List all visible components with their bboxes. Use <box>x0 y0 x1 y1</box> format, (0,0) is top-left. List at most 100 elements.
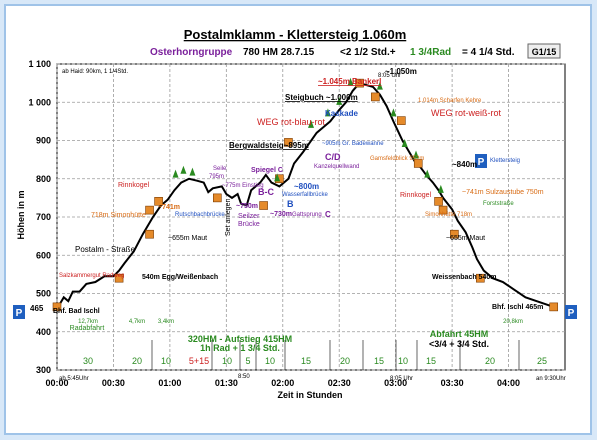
y-axis-title: Höhen in m <box>16 191 26 240</box>
waypoint-marker <box>434 197 443 206</box>
label-steigbuch: Steigbuch ~1.000m <box>285 93 358 102</box>
parking-icon <box>13 305 25 319</box>
x-tick-label: 01:00 <box>158 378 181 388</box>
waypoint-marker <box>145 205 154 215</box>
label-simonhuette-right: Simonhütte 718m <box>425 212 472 218</box>
label-kaskade: Kaskade <box>325 109 358 118</box>
point-label: 540m Egg/Weißenbach <box>142 274 218 281</box>
label-sulzaustube: ~741m Sulzaustube 750m <box>462 189 544 196</box>
label-aufstieg-1: 320HM - Aufstieg 415HM <box>188 334 292 344</box>
tree-icon <box>424 169 431 178</box>
point-label: ~655m Maut <box>446 235 485 242</box>
label-dist-47: 4,7km <box>129 319 145 325</box>
label-scharfen: 1.014m Scharfen Kehre <box>418 98 482 104</box>
waypoint-marker <box>154 197 163 206</box>
label-bc: B-C <box>258 187 274 197</box>
segment-time: 30 <box>83 356 93 366</box>
segment-time: 10 <box>265 356 275 366</box>
label-wasserfall: Wasserfallbrücke <box>282 192 328 198</box>
y-tick-label: 1 000 <box>28 97 51 107</box>
x-tick-label: 03:30 <box>441 378 464 388</box>
x-axis-title: Zeit in Stunden <box>278 390 343 400</box>
code-badge <box>527 43 561 59</box>
label-end-time: an 9:30Uhr <box>536 376 566 382</box>
tree-icon <box>376 81 383 90</box>
waypoint-marker <box>549 302 559 312</box>
tree-icon <box>180 165 187 174</box>
label-gattsprung: Gattsprung <box>292 212 322 218</box>
label-spiegel: Spiegel C <box>251 167 283 174</box>
point-label: ~1.050m <box>385 67 417 76</box>
tree-icon <box>189 167 196 176</box>
segment-time: 5+15 <box>189 356 209 366</box>
label-side-465: 465 <box>30 304 44 313</box>
y-tick-label: 300 <box>36 365 51 375</box>
elevation-line <box>56 81 555 308</box>
label-start-time: ab 5:45Uhr <box>59 376 89 382</box>
y-tick-label: 500 <box>36 289 51 299</box>
label-abfahrt-2: <3/4 + 3/4 Std. <box>429 339 489 349</box>
chart-frame <box>4 4 592 435</box>
tree-icon <box>336 96 343 105</box>
point-label: ~730m <box>270 211 292 218</box>
header-tail-2: 1 3/4Rad <box>410 47 451 58</box>
segment-time: 10 <box>222 356 232 366</box>
tree-icon <box>274 173 281 182</box>
label-weg-right: WEG rot-weiß-rot <box>431 108 502 118</box>
segment-time: 15 <box>301 356 311 366</box>
chart-title: Postalmklamm - Klettersteig 1.060m <box>184 27 407 42</box>
annotations: 30 20 10 5+15 10 5 10 15 20 15 10 15 20 25 ab Haid: 90… <box>30 67 566 382</box>
tree-icon <box>437 184 444 193</box>
parking-icon <box>475 154 487 168</box>
label-postalm: Postalm - Straße <box>75 245 136 254</box>
waypoint-marker <box>213 193 222 203</box>
label-bergwaldsteig: Bergwaldsteig~895m <box>229 141 309 150</box>
label-mid-time: 8:05 Uhr <box>390 376 413 382</box>
label-dist-12: 12,7km <box>78 319 98 325</box>
label-einstieg: ~775m Einstieg <box>222 183 264 189</box>
parking-label: P <box>16 308 23 319</box>
waypoint-marker <box>438 205 448 215</box>
label-bankerl: ~1.045m Bankerl <box>318 77 381 86</box>
segment-time: 5 <box>245 356 250 366</box>
header-tail-1: <2 1/2 Std.+ <box>340 47 396 58</box>
x-tick-label: 03:00 <box>384 378 407 388</box>
tree-icon <box>308 119 314 128</box>
point-label: Bhf. Bad Ischl <box>53 308 100 315</box>
label-radabfahrt: Radabfahrt <box>70 325 105 332</box>
header-tail-3: = 4 1/4 Std. <box>462 47 515 58</box>
label-dist-34: 3,4km <box>158 319 174 325</box>
label-mid-time: 8:05 Uhr <box>378 73 401 79</box>
waypoint-marker <box>259 201 268 210</box>
parking-label: P <box>478 157 485 168</box>
label-salzkammergut: Salzkammergut Radweg <box>59 273 124 279</box>
tree-icon <box>347 77 354 86</box>
label-cd: C/D <box>325 152 341 162</box>
waypoint-marker <box>355 78 364 88</box>
y-tick-label: 600 <box>36 250 51 260</box>
x-tick-label: 02:00 <box>271 378 294 388</box>
label-top-left-note: ab Haid: 90km, 1 1/4Std. <box>62 69 128 75</box>
segment-time: 20 <box>485 356 495 366</box>
tree-icon <box>324 108 331 117</box>
waypoint-marker <box>371 92 380 102</box>
segment-time: 20 <box>132 356 142 366</box>
waypoint-marker <box>284 138 293 147</box>
label-forststrasse: Forststraße <box>483 201 514 207</box>
label-seilzer: Seilzer <box>238 213 260 220</box>
segment-time: 20 <box>340 356 350 366</box>
grid <box>56 63 566 371</box>
point-label: ~840m <box>452 160 477 169</box>
label-b: B <box>287 199 294 209</box>
segment-time: 15 <box>374 356 384 366</box>
label-rinnkogel-left: Rinnkogel <box>118 182 150 189</box>
x-tick-label: 00:30 <box>102 378 125 388</box>
point-label: ~655m Maut <box>168 235 207 242</box>
label-time-850: 8:50 <box>238 374 250 380</box>
waypoint-marker <box>450 229 459 239</box>
point-label: ~741m <box>158 204 180 211</box>
label-seile-m: 795m <box>209 174 224 180</box>
waypoint-marker <box>476 273 485 283</box>
